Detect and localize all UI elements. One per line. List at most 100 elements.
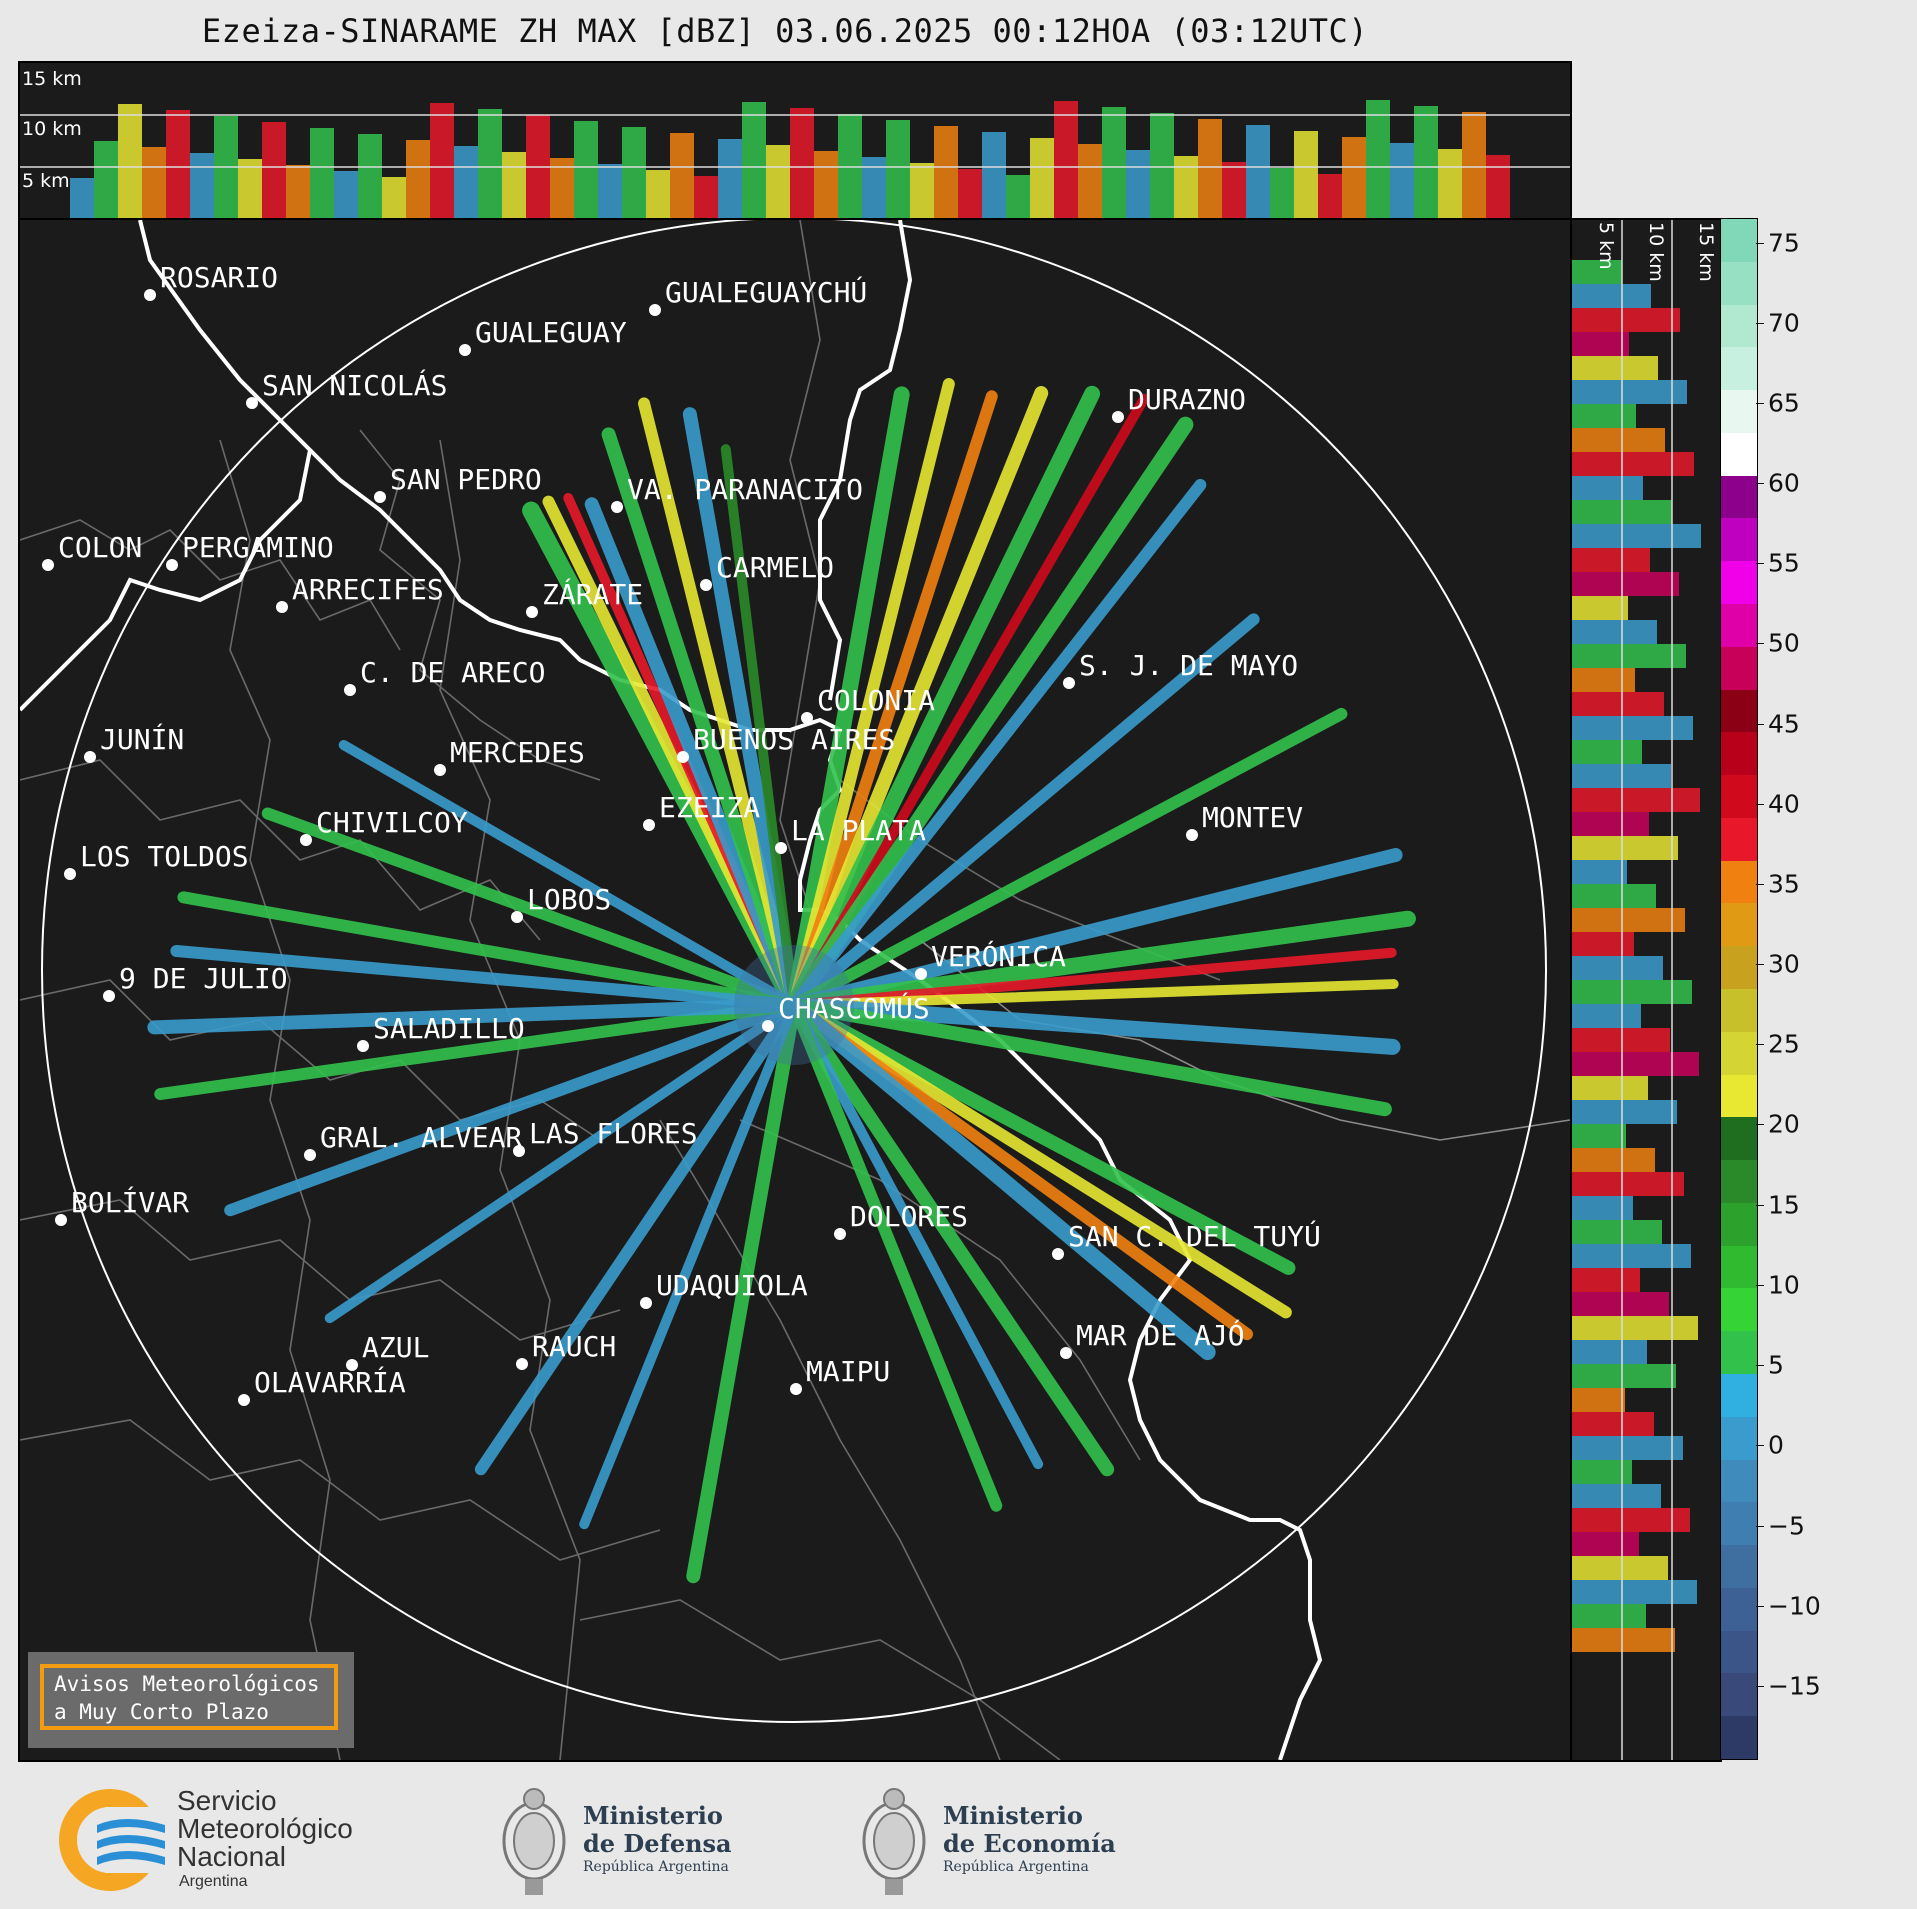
city-label: MONTEV bbox=[1202, 801, 1303, 834]
city-marker bbox=[775, 842, 787, 854]
cross-section-row bbox=[1572, 1388, 1625, 1412]
colorbar-swatch bbox=[1721, 1374, 1757, 1418]
cross-section-column bbox=[694, 176, 718, 218]
reflectivity-ray bbox=[177, 891, 800, 1011]
top-alt-5km: 5 km bbox=[22, 170, 70, 192]
side-cross-section-panel: 5 km 10 km 15 km bbox=[1570, 218, 1722, 1762]
cross-section-row bbox=[1572, 620, 1657, 644]
colorbar-swatch bbox=[1721, 1202, 1757, 1247]
cross-section-row bbox=[1572, 1532, 1639, 1556]
cross-section-row bbox=[1572, 692, 1664, 716]
cross-section-row bbox=[1572, 1076, 1648, 1100]
city-marker bbox=[790, 1383, 802, 1395]
cross-section-column bbox=[1414, 106, 1438, 218]
cross-section-row bbox=[1572, 1172, 1684, 1196]
reflectivity-ray bbox=[789, 393, 1149, 1010]
colorbar-tick-label: 5 bbox=[1768, 1350, 1784, 1380]
defensa-line3: República Argentina bbox=[583, 1859, 729, 1875]
colorbar-swatch bbox=[1721, 1288, 1757, 1332]
cross-section-row bbox=[1572, 932, 1634, 956]
city-marker bbox=[1186, 829, 1198, 841]
cross-section-column bbox=[310, 128, 334, 218]
colorbar-swatch bbox=[1721, 1074, 1757, 1118]
colorbar-swatch bbox=[1721, 775, 1757, 819]
cross-section-column bbox=[574, 121, 598, 218]
reflectivity-ray bbox=[338, 740, 799, 1010]
cross-section-row bbox=[1572, 1412, 1654, 1436]
cross-section-column bbox=[1078, 144, 1102, 218]
top-alt-15km: 15 km bbox=[22, 68, 82, 90]
cross-section-column bbox=[478, 109, 502, 218]
cross-section-column bbox=[766, 145, 790, 218]
city-marker bbox=[144, 289, 156, 301]
cross-section-column bbox=[1438, 149, 1462, 218]
cross-section-row bbox=[1572, 1052, 1699, 1076]
colorbar-tick-label: 55 bbox=[1768, 548, 1800, 578]
radar-map-panel[interactable]: ROSARIO GUALEGUAYCHÚ GUALEGUAY SAN NICOLÁS D… bbox=[18, 218, 1572, 1762]
colorbar-swatch bbox=[1721, 1160, 1757, 1204]
city-marker bbox=[246, 397, 258, 409]
reflectivity-ray bbox=[788, 478, 1207, 1011]
cross-section-row bbox=[1572, 524, 1701, 548]
cross-section-row bbox=[1572, 836, 1678, 860]
colorbar-tick-label: 40 bbox=[1768, 789, 1800, 819]
colorbar-swatch bbox=[1721, 1587, 1757, 1632]
cross-section-column bbox=[1342, 137, 1366, 218]
city-marker bbox=[374, 491, 386, 503]
cross-section-column bbox=[1198, 119, 1222, 218]
cross-section-row bbox=[1572, 260, 1622, 284]
colorbar-swatch bbox=[1721, 1331, 1757, 1375]
cross-section-column bbox=[838, 114, 862, 218]
city-marker bbox=[64, 868, 76, 880]
reflectivity-ray bbox=[261, 807, 800, 1011]
cross-section-row bbox=[1572, 1460, 1632, 1484]
city-label: SAN PEDRO bbox=[390, 463, 542, 496]
cross-section-row bbox=[1572, 596, 1628, 620]
warnings-notice[interactable]: Avisos Meteorológicos a Muy Corto Plazo bbox=[28, 1652, 354, 1748]
cross-section-row bbox=[1572, 1028, 1670, 1052]
city-label: MERCEDES bbox=[450, 736, 585, 769]
reflectivity-ray bbox=[786, 386, 910, 1013]
reflectivity-ray bbox=[788, 707, 1348, 1011]
cross-section-column bbox=[430, 103, 454, 218]
colorbar-swatch bbox=[1721, 860, 1757, 904]
colorbar-swatch bbox=[1721, 946, 1757, 990]
cross-section-column bbox=[94, 141, 118, 218]
reflectivity-ray bbox=[787, 848, 1403, 1012]
cross-section-column bbox=[454, 146, 478, 218]
colorbar-swatch bbox=[1721, 732, 1757, 776]
side-alt-5km: 5 km bbox=[1595, 222, 1617, 270]
colorbar-swatch bbox=[1721, 347, 1757, 391]
colorbar-swatch bbox=[1721, 518, 1757, 562]
colorbar-tick-label: 10 bbox=[1768, 1270, 1800, 1300]
city-label: LOS TOLDOS bbox=[80, 840, 249, 873]
warnings-notice-box[interactable]: Avisos Meteorológicos a Muy Corto Plazo bbox=[40, 1664, 338, 1730]
reflectivity-ray bbox=[324, 1000, 799, 1324]
cross-section-column bbox=[1126, 150, 1150, 218]
side-alt-15km: 15 km bbox=[1695, 222, 1717, 282]
cross-section-column bbox=[598, 164, 622, 218]
cross-section-column bbox=[286, 165, 310, 218]
defensa-line1: Ministerio bbox=[583, 1801, 723, 1830]
city-label: VERÓNICA bbox=[931, 939, 1066, 973]
cross-section-column bbox=[1054, 101, 1078, 218]
dbz-colorbar bbox=[1720, 218, 1758, 1760]
colorbar-tick bbox=[1756, 964, 1764, 965]
cross-section-column bbox=[790, 108, 814, 218]
cross-section-row bbox=[1572, 452, 1694, 476]
reflectivity-ray bbox=[786, 416, 1194, 1013]
colorbar-swatch bbox=[1721, 903, 1757, 947]
cross-section-row bbox=[1572, 1100, 1677, 1124]
colorbar-tick bbox=[1756, 243, 1764, 244]
reflectivity-ray bbox=[789, 1000, 1044, 1470]
city-marker bbox=[84, 751, 96, 763]
city-label: LAS FLORES bbox=[529, 1117, 698, 1150]
city-label: AZUL bbox=[362, 1331, 429, 1364]
city-marker bbox=[276, 601, 288, 613]
cross-section-column bbox=[1030, 138, 1054, 218]
colorbar-tick-label: 15 bbox=[1768, 1190, 1800, 1220]
city-marker bbox=[643, 819, 655, 831]
side-cross-section-plot: 5 km 10 km 15 km bbox=[1572, 220, 1717, 1760]
reflectivity-ray bbox=[789, 979, 1399, 1010]
colorbar-tick bbox=[1756, 563, 1764, 564]
